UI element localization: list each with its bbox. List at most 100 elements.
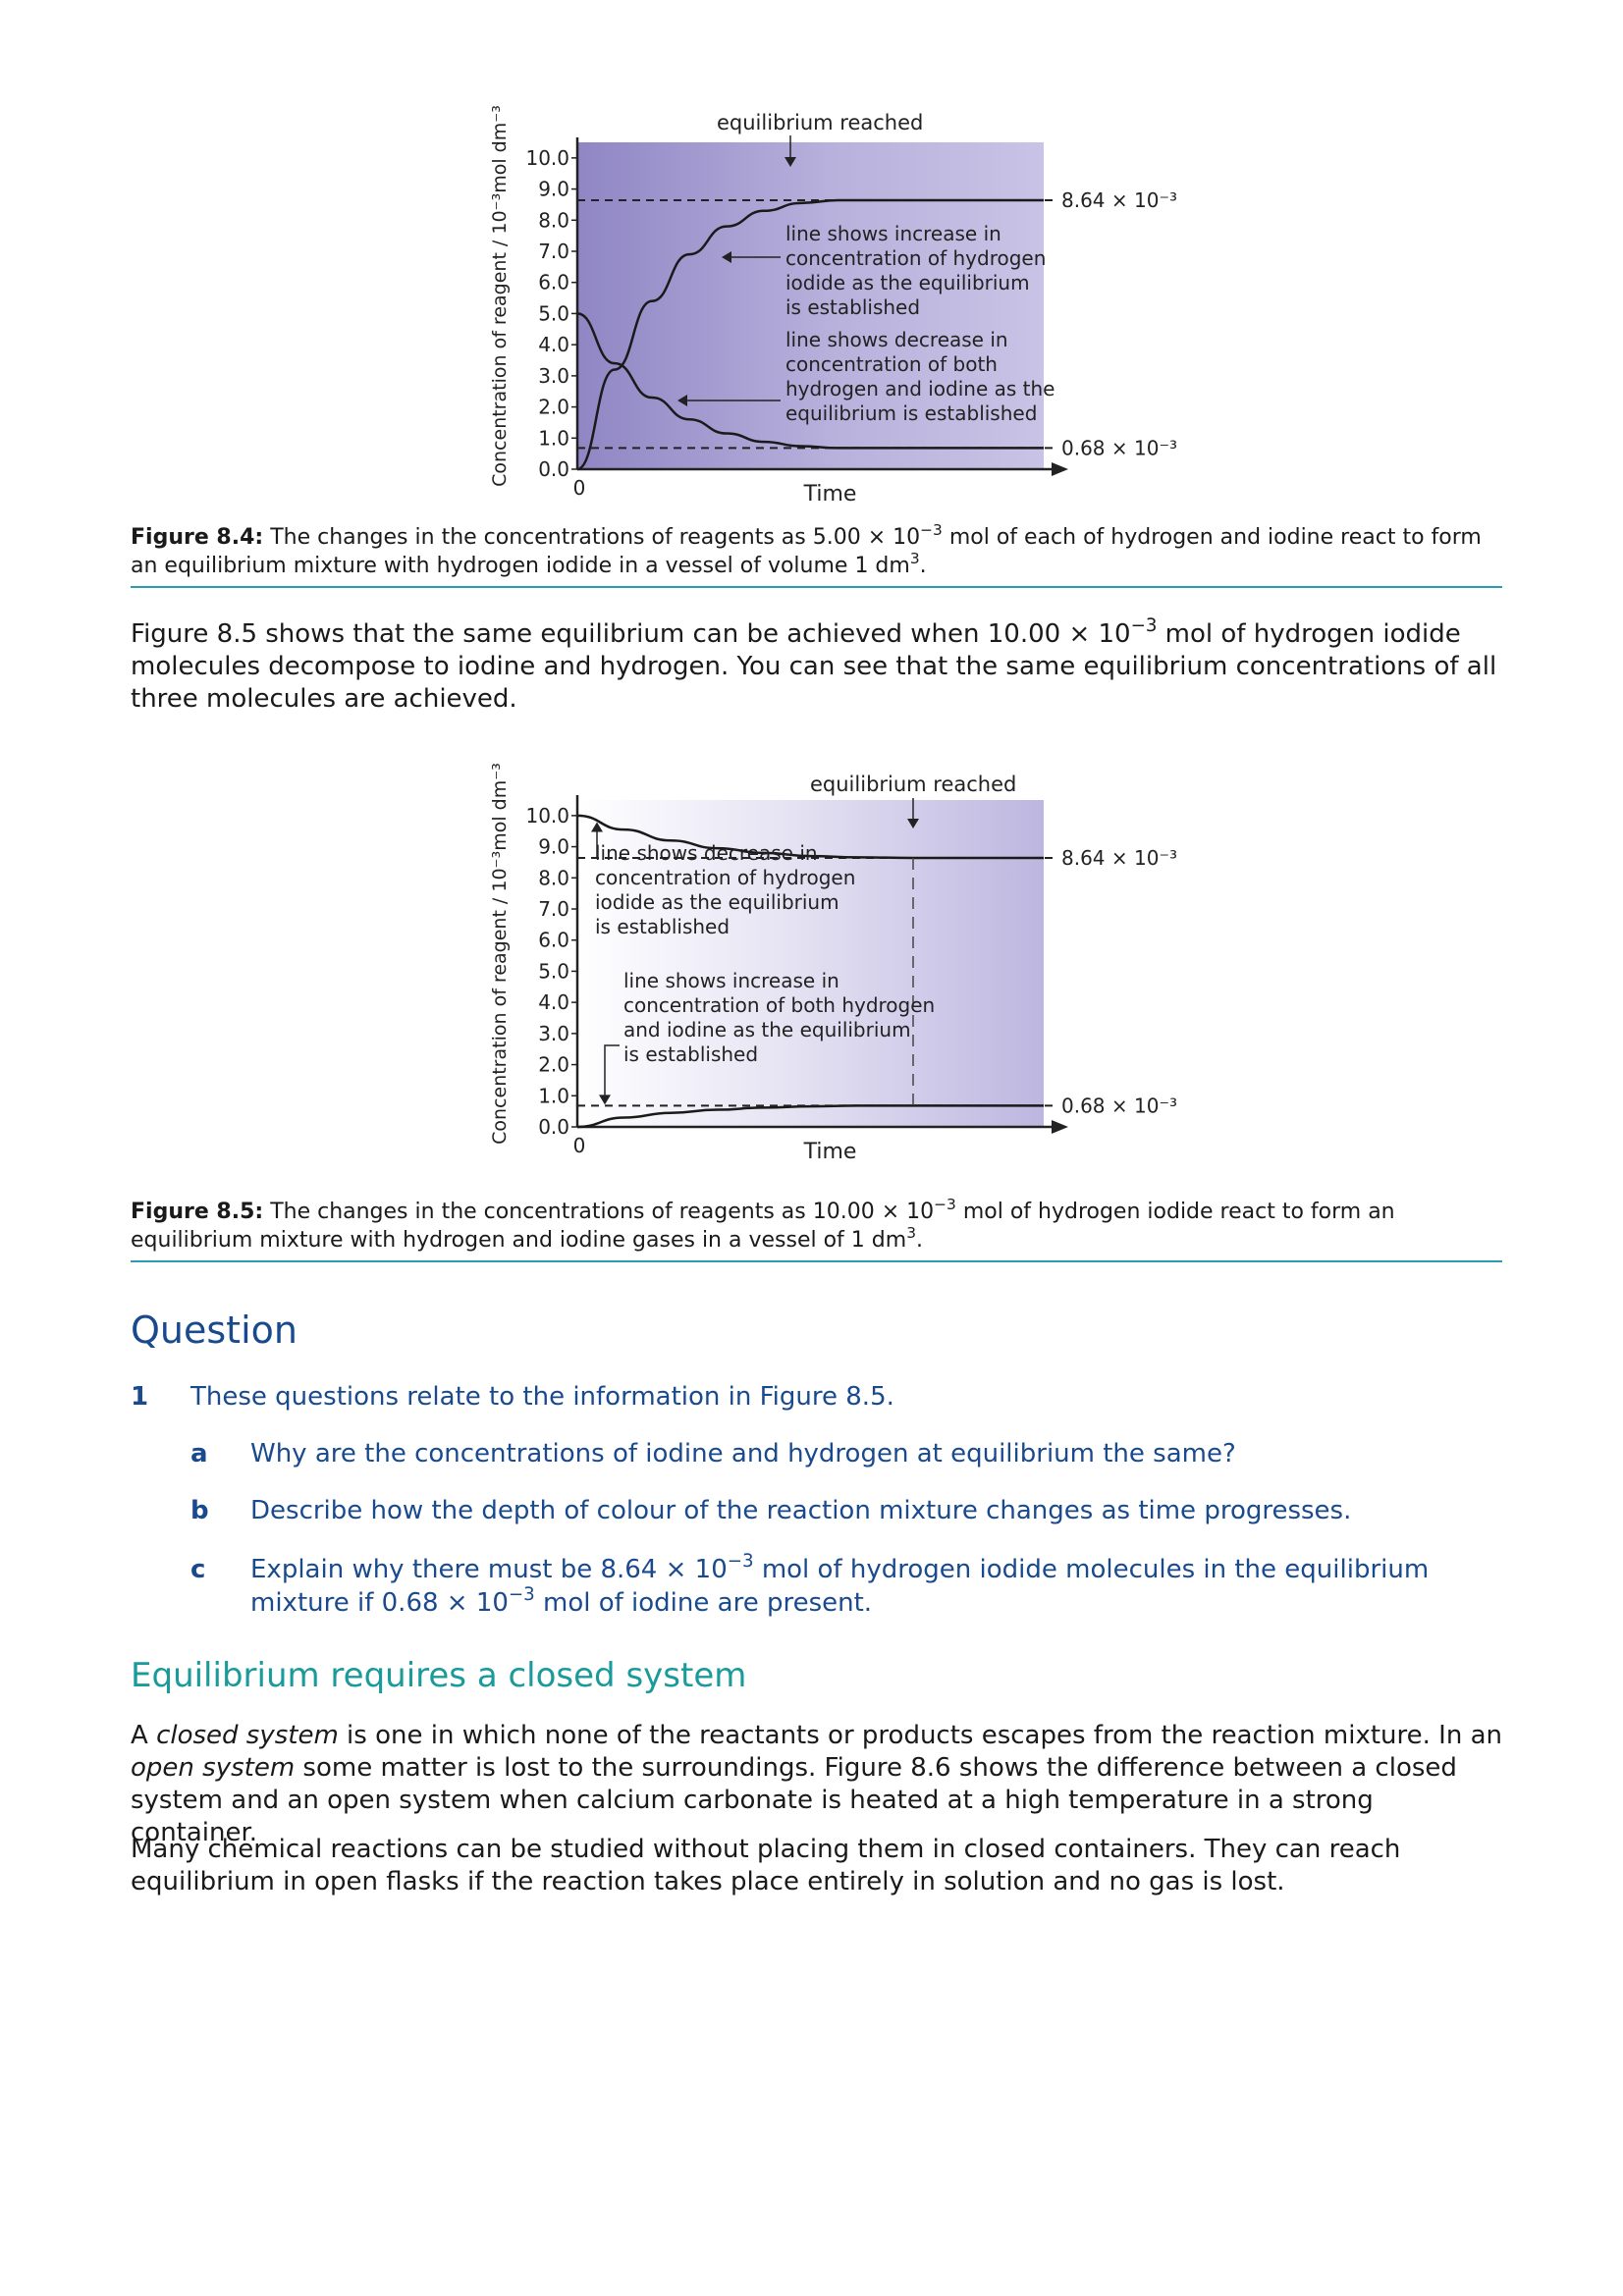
annotation-increase-line: and iodine as the equilibrium — [623, 1018, 911, 1041]
annotation-increase-line: is established — [623, 1042, 758, 1066]
annotation-increase-line: is established — [785, 295, 920, 319]
annotation-arrowhead — [722, 251, 731, 263]
part-text-segment: mol of hydrogen iodide molecules in the … — [250, 1555, 1430, 1618]
y-tick-label: 9.0 — [538, 178, 569, 201]
annotation-equilibrium: equilibrium reached — [810, 773, 1016, 796]
caption-text: The changes in the concentrations of rea… — [270, 1200, 935, 1224]
annotation-decrease-line: equilibrium is established — [785, 401, 1037, 425]
y-axis-label: Concentration of reagent / 10⁻³mol dm⁻³ — [489, 763, 511, 1145]
annotation-arrowhead — [591, 822, 603, 832]
figure-8-4-chart: Concentration of reagent / 10⁻³mol dm⁻³ 1… — [489, 105, 1177, 507]
y-tick-label: 2.0 — [538, 396, 569, 419]
caption-exponent: 3 — [909, 549, 920, 567]
part-text: Explain why there must be 8.64 × 10−3 mo… — [250, 1551, 1438, 1620]
y-tick-label: 10.0 — [525, 146, 569, 170]
y-tick-label: 7.0 — [538, 240, 569, 263]
paragraph-text: Figure 8.5 shows that the same equilibri… — [131, 619, 1131, 649]
body-paragraph: Figure 8.5 shows that the same equilibri… — [131, 615, 1502, 716]
annotation-arrowhead — [784, 157, 796, 167]
section-paragraph-1: A closed system is one in which none of … — [131, 1720, 1502, 1849]
reference-label: 0.68 × 10⁻³ — [1061, 1094, 1177, 1117]
series-line — [576, 198, 1044, 471]
y-tick-label: 8.0 — [538, 866, 569, 889]
annotation-increase-line: concentration of hydrogen — [785, 246, 1046, 270]
annotation-decrease-line: concentration of hydrogen — [595, 866, 855, 889]
y-tick-label: 0.0 — [538, 1115, 569, 1139]
part-exponent: −3 — [727, 1551, 754, 1573]
y-tick-label: 1.0 — [538, 1084, 569, 1107]
y-tick-label: 4.0 — [538, 990, 569, 1014]
annotation-increase-line: line shows increase in — [785, 222, 1001, 245]
emphasis-text: closed system — [156, 1721, 339, 1750]
y-tick-label: 4.0 — [538, 333, 569, 356]
reference-label: 8.64 × 10⁻³ — [1061, 188, 1177, 212]
caption-label: Figure 8.5: — [131, 1200, 264, 1224]
annotation-decrease-line: hydrogen and iodine as the — [785, 377, 1055, 400]
question-number: 1 — [131, 1382, 149, 1412]
part-label: b — [190, 1496, 209, 1525]
y-tick-label: 3.0 — [538, 364, 569, 388]
y-tick-label: 5.0 — [538, 959, 569, 983]
x-axis-arrow — [1052, 1120, 1068, 1134]
y-tick-label: 5.0 — [538, 301, 569, 325]
y-tick-label: 7.0 — [538, 897, 569, 921]
part-label: a — [190, 1439, 208, 1468]
part-text: Why are the concentrations of iodine and… — [250, 1439, 1236, 1468]
y-tick-label: 8.0 — [538, 208, 569, 232]
y-tick-label: 2.0 — [538, 1053, 569, 1077]
x-origin-label: 0 — [573, 1134, 586, 1157]
annotation-decrease-line: concentration of both — [785, 352, 998, 376]
section-paragraph-2: Many chemical reactions can be studied w… — [131, 1835, 1401, 1896]
annotation-increase-line: iodide as the equilibrium — [785, 271, 1030, 294]
question-heading: Question — [131, 1308, 298, 1352]
annotation-arrowhead — [907, 819, 919, 828]
figure-8-5-chart: Concentration of reagent / 10⁻³mol dm⁻³ 1… — [489, 763, 1177, 1164]
x-axis-arrow — [1052, 462, 1068, 476]
part-exponent: −3 — [508, 1584, 535, 1606]
paragraph-text: some matter is lost to the surroundings.… — [131, 1753, 1457, 1847]
annotation-decrease-line: is established — [595, 915, 730, 938]
annotation-decrease-line: iodide as the equilibrium — [595, 890, 839, 914]
paragraph-exponent: −3 — [1130, 615, 1158, 637]
annotation-arrow — [604, 1044, 620, 1098]
caption-exponent: −3 — [934, 1195, 956, 1213]
figure-8-5-caption: Figure 8.5: The changes in the concentra… — [131, 1195, 1502, 1262]
x-axis-label: Time — [803, 1140, 857, 1164]
caption-text: . — [919, 554, 927, 578]
part-label: c — [190, 1555, 206, 1584]
reference-label: 8.64 × 10⁻³ — [1061, 846, 1177, 870]
paragraph-text: A — [131, 1721, 157, 1750]
plot-background — [577, 142, 1044, 469]
annotation-decrease-line: line shows decrease in — [595, 841, 818, 865]
part-text-segment: Explain why there must be 8.64 × 10 — [250, 1555, 728, 1584]
plot-background — [577, 800, 1044, 1127]
series-line — [576, 1104, 1044, 1129]
paragraph-text: is one in which none of the reactants or… — [338, 1721, 1502, 1750]
caption-label: Figure 8.4: — [131, 525, 264, 550]
y-axis-label: Concentration of reagent / 10⁻³mol dm⁻³ — [489, 105, 511, 487]
part-text: Describe how the depth of colour of the … — [250, 1496, 1352, 1525]
part-text-segment: mol of iodine are present. — [534, 1588, 873, 1618]
annotation-increase-line: concentration of both hydrogen — [623, 993, 935, 1017]
emphasis-text: open system — [131, 1753, 296, 1783]
figure-8-4-caption: Figure 8.4: The changes in the concentra… — [131, 520, 1502, 588]
y-tick-label: 0.0 — [538, 457, 569, 481]
series-line — [576, 312, 1044, 450]
y-tick-label: 10.0 — [525, 804, 569, 828]
caption-text: . — [915, 1228, 923, 1253]
caption-text: The changes in the concentrations of rea… — [270, 525, 921, 550]
caption-text: mol of hydrogen iodide react to form an … — [131, 1200, 1395, 1253]
y-tick-label: 3.0 — [538, 1022, 569, 1045]
annotation-increase-line: line shows increase in — [623, 969, 839, 992]
caption-exponent: −3 — [920, 520, 943, 539]
section-heading: Equilibrium requires a closed system — [131, 1656, 747, 1695]
annotation-arrowhead — [677, 395, 687, 406]
question-intro: These questions relate to the informatio… — [190, 1382, 894, 1412]
y-tick-label: 6.0 — [538, 929, 569, 952]
caption-text: mol of each of hydrogen and iodine react… — [131, 525, 1482, 578]
annotation-arrowhead — [599, 1095, 611, 1105]
paragraph-text: mol of hydrogen iodide molecules decompo… — [131, 619, 1497, 714]
caption-exponent: 3 — [906, 1223, 916, 1242]
y-tick-label: 6.0 — [538, 271, 569, 294]
reference-label: 0.68 × 10⁻³ — [1061, 436, 1177, 459]
